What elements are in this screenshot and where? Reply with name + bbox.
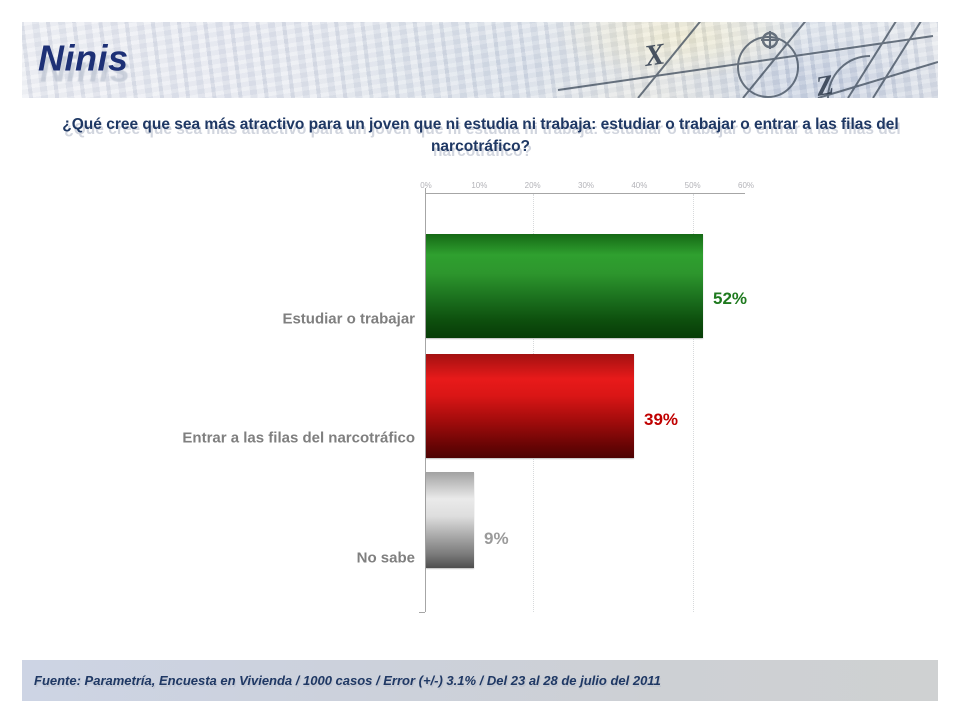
question-line-1: ¿Qué cree que sea más atractivo para un …: [62, 116, 899, 133]
x-tick-label: 50%: [684, 181, 701, 190]
category-label: Entrar a las filas del narcotráfico: [182, 429, 415, 447]
bar: [426, 354, 634, 458]
x-tick-label: 20%: [524, 181, 541, 190]
page-title: Ninis: [38, 37, 129, 79]
bar-value-label: 52%: [713, 289, 748, 308]
svg-text:Z: Z: [813, 69, 836, 98]
x-tick-label: 0%: [420, 181, 432, 190]
bar-value-label: 39%: [644, 410, 679, 429]
x-tick-label: 10%: [471, 181, 488, 190]
bar: [426, 234, 703, 338]
x-tick-label: 30%: [577, 181, 595, 190]
footer-bar: Fuente: Parametría, Encuesta en Vivienda…: [22, 660, 938, 701]
frost-texture-decoration: [22, 22, 938, 98]
gridline: [692, 194, 694, 612]
plot-area: 0% 10% 20% 30% 40% 50% 60% Estudiar o trabajar 5…: [182, 181, 754, 613]
category-label: No sabe: [356, 549, 415, 567]
x-tick-label: 60%: [737, 181, 755, 190]
compass-drawing-icon: X Z: [557, 22, 938, 98]
question-title: ¿Qué cree que sea más atractivo para un …: [0, 114, 961, 158]
question-line-2: narcotráfico?: [430, 138, 531, 155]
x-tick-label: 40%: [631, 181, 648, 190]
bar: [426, 472, 474, 568]
category-label: Estudiar o trabajar: [282, 310, 415, 328]
header-banner: X Z Ninis: [22, 22, 938, 98]
source-note: Fuente: Parametría, Encuesta en Vivienda…: [34, 673, 661, 688]
bar-value-label: 9%: [484, 529, 509, 548]
